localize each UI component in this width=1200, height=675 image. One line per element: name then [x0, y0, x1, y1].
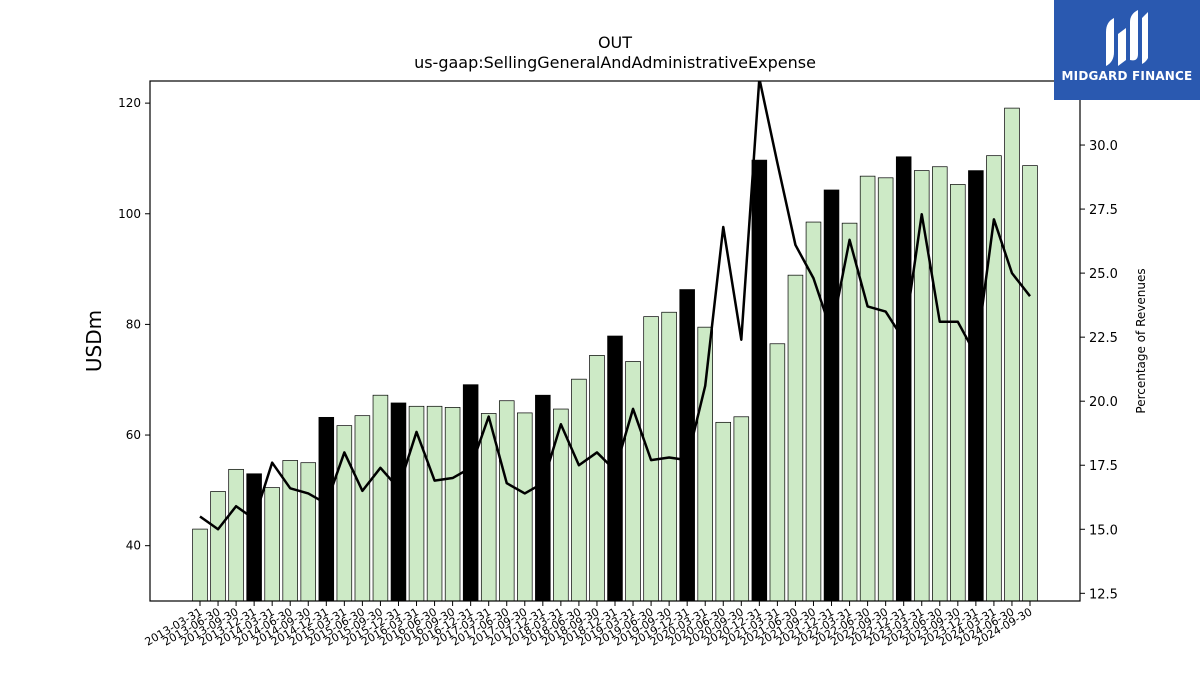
bar-2019-03-31: [625, 361, 641, 602]
bar-2024-09-30: [1022, 165, 1038, 602]
y2-tick-label: 20.0: [1089, 395, 1118, 410]
bar-2022-06-30: [859, 175, 876, 602]
y2-tick-label: 22.5: [1089, 331, 1118, 346]
y2-tick-label: 25.0: [1089, 267, 1118, 282]
bar-2022-03-31: [841, 222, 858, 602]
bar-2017-09-30: [517, 412, 533, 602]
bar-2020-09-30: [733, 416, 750, 602]
y-axis-right: 12.5 15.0 17.5 20.0 22.5 25.0 27.5 30.0: [1080, 139, 1118, 602]
bar-2023-03-31: [913, 170, 930, 602]
bar-2018-09-30: [589, 355, 605, 602]
bar-2023-09-30: [950, 184, 966, 602]
bar-2015-06-30: [354, 415, 371, 602]
y2-axis-label: Percentage of Revenues: [1134, 268, 1148, 413]
bar-2013-12-31: [246, 473, 262, 602]
y2-tick-label: 12.5: [1089, 587, 1118, 602]
bar-2016-12-31: [462, 384, 479, 602]
logo-icon: [1106, 10, 1148, 66]
bars-group: [192, 107, 1038, 602]
y-tick-label: 120: [118, 96, 141, 110]
bar-2014-03-31: [264, 487, 280, 602]
bar-2020-12-31: [751, 159, 768, 602]
y2-tick-label: 15.0: [1089, 523, 1118, 538]
bar-2017-12-31: [535, 394, 551, 602]
bar-2020-03-31: [697, 326, 713, 602]
bar-2014-09-30: [300, 462, 317, 602]
y-axis-label: USDm: [82, 310, 106, 372]
line-percentage-of-revenues: [199, 81, 1031, 531]
bar-2016-09-30: [444, 407, 461, 602]
logo-text: MIDGARD FINANCE: [1061, 69, 1193, 83]
y-tick-label: 100: [118, 207, 141, 221]
bar-2020-06-30: [715, 421, 732, 602]
chart-subtitle: us-gaap:SellingGeneralAndAdministrativeE…: [414, 53, 816, 72]
bar-2022-09-30: [877, 177, 894, 602]
bar-2017-06-30: [498, 400, 515, 602]
chart-title: OUT: [598, 33, 632, 52]
bar-2014-12-31: [318, 416, 335, 602]
y-tick-label: 80: [126, 317, 141, 331]
bar-2013-09-30: [228, 468, 244, 602]
y-tick-label: 40: [126, 539, 141, 553]
bar-2022-12-31: [895, 156, 912, 602]
bar-2023-06-30: [932, 166, 948, 602]
y2-tick-label: 27.5: [1089, 203, 1118, 218]
bar-2021-12-31: [823, 189, 840, 602]
bar-2015-12-31: [390, 402, 407, 602]
bar-2019-12-31: [679, 289, 695, 602]
y-axis-left: 40 60 80 100 120: [118, 96, 150, 553]
bar-2013-03-31: [192, 528, 208, 602]
x-axis: 2013-03-312013-06-302013-09-302013-12-31…: [143, 601, 1035, 649]
brand-logo: MIDGARD FINANCE: [1054, 0, 1200, 100]
bar-2024-06-30: [1004, 107, 1020, 602]
y2-tick-label: 30.0: [1089, 139, 1118, 154]
bar-2021-03-31: [769, 343, 786, 602]
bar-2018-06-30: [571, 378, 587, 602]
line-group: [199, 81, 1031, 531]
bar-2017-03-31: [480, 413, 497, 602]
bar-2015-09-30: [372, 394, 389, 602]
bar-2021-06-30: [787, 274, 804, 602]
y2-tick-label: 17.5: [1089, 459, 1118, 474]
bar-2016-06-30: [426, 405, 443, 602]
bar-2023-12-31: [968, 170, 984, 602]
y-tick-label: 60: [126, 428, 141, 442]
bar-2013-06-30: [210, 491, 226, 602]
